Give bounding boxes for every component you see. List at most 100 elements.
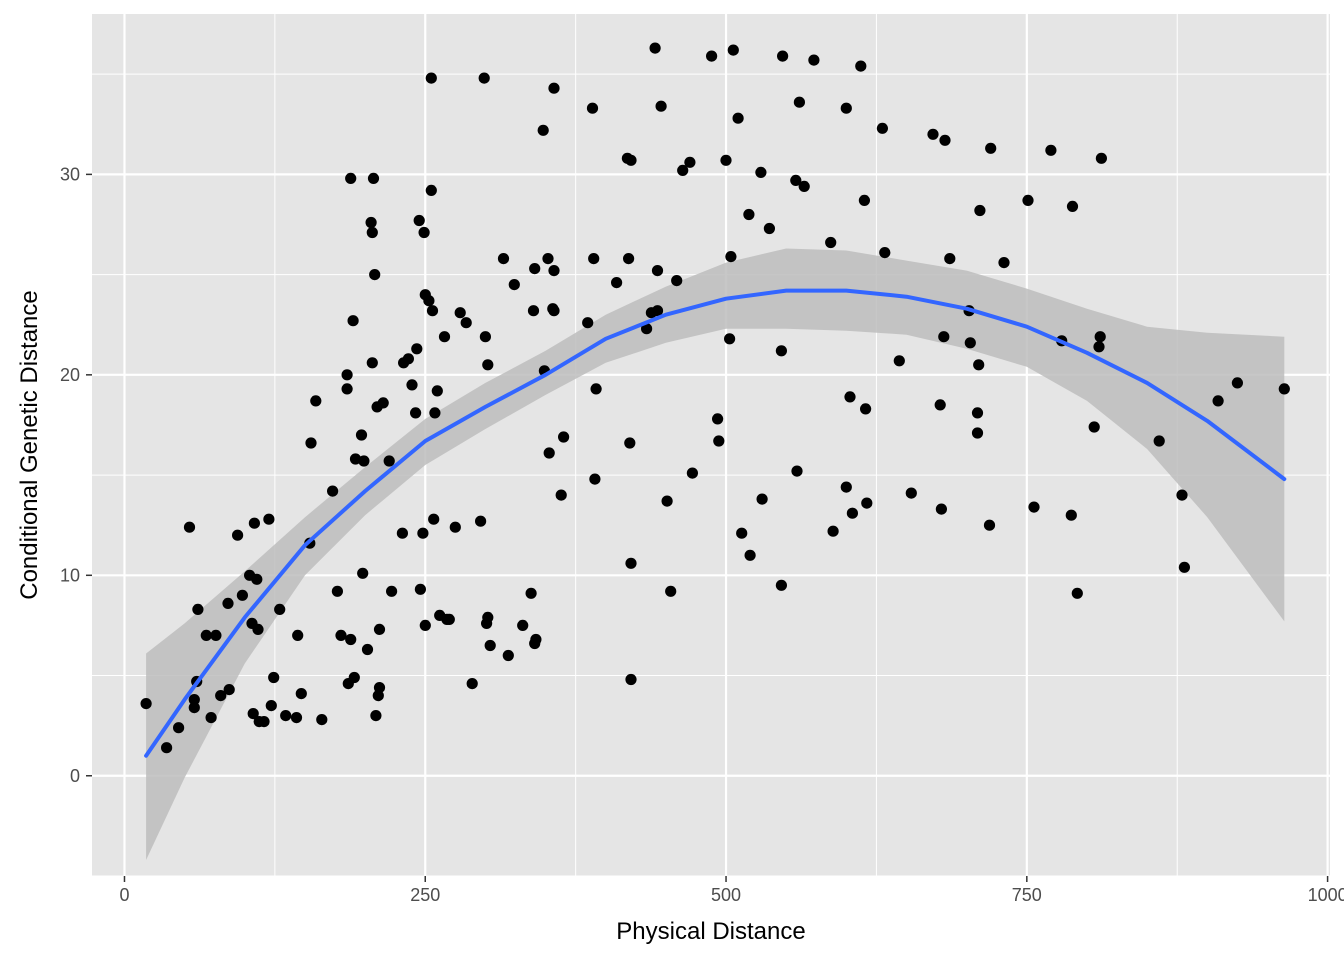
data-point — [335, 629, 347, 642]
data-point — [844, 391, 856, 403]
data-point — [345, 633, 357, 646]
data-point — [743, 208, 755, 221]
data-point — [425, 184, 437, 196]
x-tick-label: 1000 — [1308, 885, 1344, 905]
data-point — [252, 623, 264, 636]
data-point — [247, 708, 259, 720]
data-point — [529, 263, 541, 275]
data-point — [1093, 341, 1105, 353]
data-point — [1153, 435, 1165, 447]
data-point — [649, 42, 661, 54]
data-point — [686, 467, 699, 479]
data-point — [161, 742, 173, 754]
data-point — [443, 613, 455, 626]
data-point — [775, 579, 788, 591]
data-point — [775, 345, 788, 357]
data-point — [251, 573, 263, 585]
data-point — [215, 690, 227, 702]
data-point — [428, 513, 440, 525]
data-point — [236, 589, 248, 601]
data-point — [684, 156, 696, 168]
data-point — [402, 353, 414, 365]
data-point — [641, 323, 653, 335]
data-point — [419, 619, 431, 632]
data-point — [935, 503, 948, 515]
data-point — [367, 172, 380, 184]
data-point — [1071, 587, 1083, 599]
data-point — [1176, 489, 1188, 501]
data-point — [188, 702, 200, 714]
data-point — [414, 583, 426, 595]
data-point — [370, 710, 382, 722]
data-point — [790, 174, 802, 186]
data-point — [305, 437, 317, 449]
data-point — [482, 359, 494, 371]
data-point — [1094, 331, 1106, 343]
data-point — [543, 447, 555, 459]
data-point — [651, 265, 664, 277]
data-point — [425, 72, 437, 84]
data-point — [727, 44, 739, 56]
data-point — [808, 54, 820, 66]
y-tick-label: 10 — [60, 565, 80, 585]
data-point — [623, 253, 635, 265]
data-point — [497, 253, 510, 265]
minor-gridlines — [92, 14, 1330, 877]
data-point — [349, 453, 362, 465]
data-point — [1231, 377, 1243, 389]
data-point — [366, 226, 378, 239]
data-point — [258, 716, 270, 728]
data-point — [347, 315, 359, 327]
data-point — [517, 619, 529, 632]
points-layer — [140, 42, 1290, 754]
data-point — [449, 521, 461, 533]
plot-panel — [92, 14, 1330, 876]
data-point — [934, 399, 946, 411]
x-axis-ticks: 0 250 500 750 1000 — [119, 876, 1344, 905]
data-point — [290, 712, 303, 724]
y-axis-ticks: 0 10 20 30 — [60, 164, 92, 786]
data-point — [858, 194, 871, 206]
data-point — [274, 603, 286, 616]
y-axis-title: Conditional Genetic Distance — [16, 290, 43, 600]
data-point — [1066, 200, 1079, 212]
data-point — [671, 275, 683, 287]
data-point — [438, 331, 451, 343]
data-point — [840, 102, 852, 114]
data-point — [827, 525, 839, 537]
data-point — [846, 507, 859, 519]
data-point — [706, 50, 718, 62]
data-point — [341, 369, 353, 381]
data-point — [1022, 194, 1034, 206]
data-point — [484, 639, 496, 652]
data-point — [938, 331, 950, 343]
data-point — [744, 549, 756, 561]
data-point — [357, 567, 369, 579]
data-point — [998, 257, 1010, 269]
data-point — [548, 265, 560, 277]
data-point — [248, 517, 260, 529]
data-point — [327, 485, 339, 497]
data-point — [406, 379, 418, 391]
data-point — [373, 682, 386, 694]
data-point — [140, 698, 152, 710]
data-point — [223, 684, 235, 696]
data-point — [1045, 144, 1057, 156]
data-point — [460, 317, 472, 329]
data-point — [879, 247, 891, 259]
data-point — [355, 429, 368, 441]
data-point — [478, 72, 490, 84]
y-tick-label: 0 — [70, 766, 80, 786]
data-point — [386, 585, 398, 597]
data-point — [280, 710, 292, 722]
data-point — [971, 407, 984, 419]
data-point — [426, 305, 439, 317]
data-point — [377, 397, 389, 409]
data-point — [369, 269, 381, 281]
x-tick-label: 500 — [711, 885, 741, 905]
data-point — [525, 587, 537, 599]
data-point — [793, 96, 806, 108]
data-point — [661, 495, 673, 507]
x-tick-label: 250 — [410, 885, 440, 905]
